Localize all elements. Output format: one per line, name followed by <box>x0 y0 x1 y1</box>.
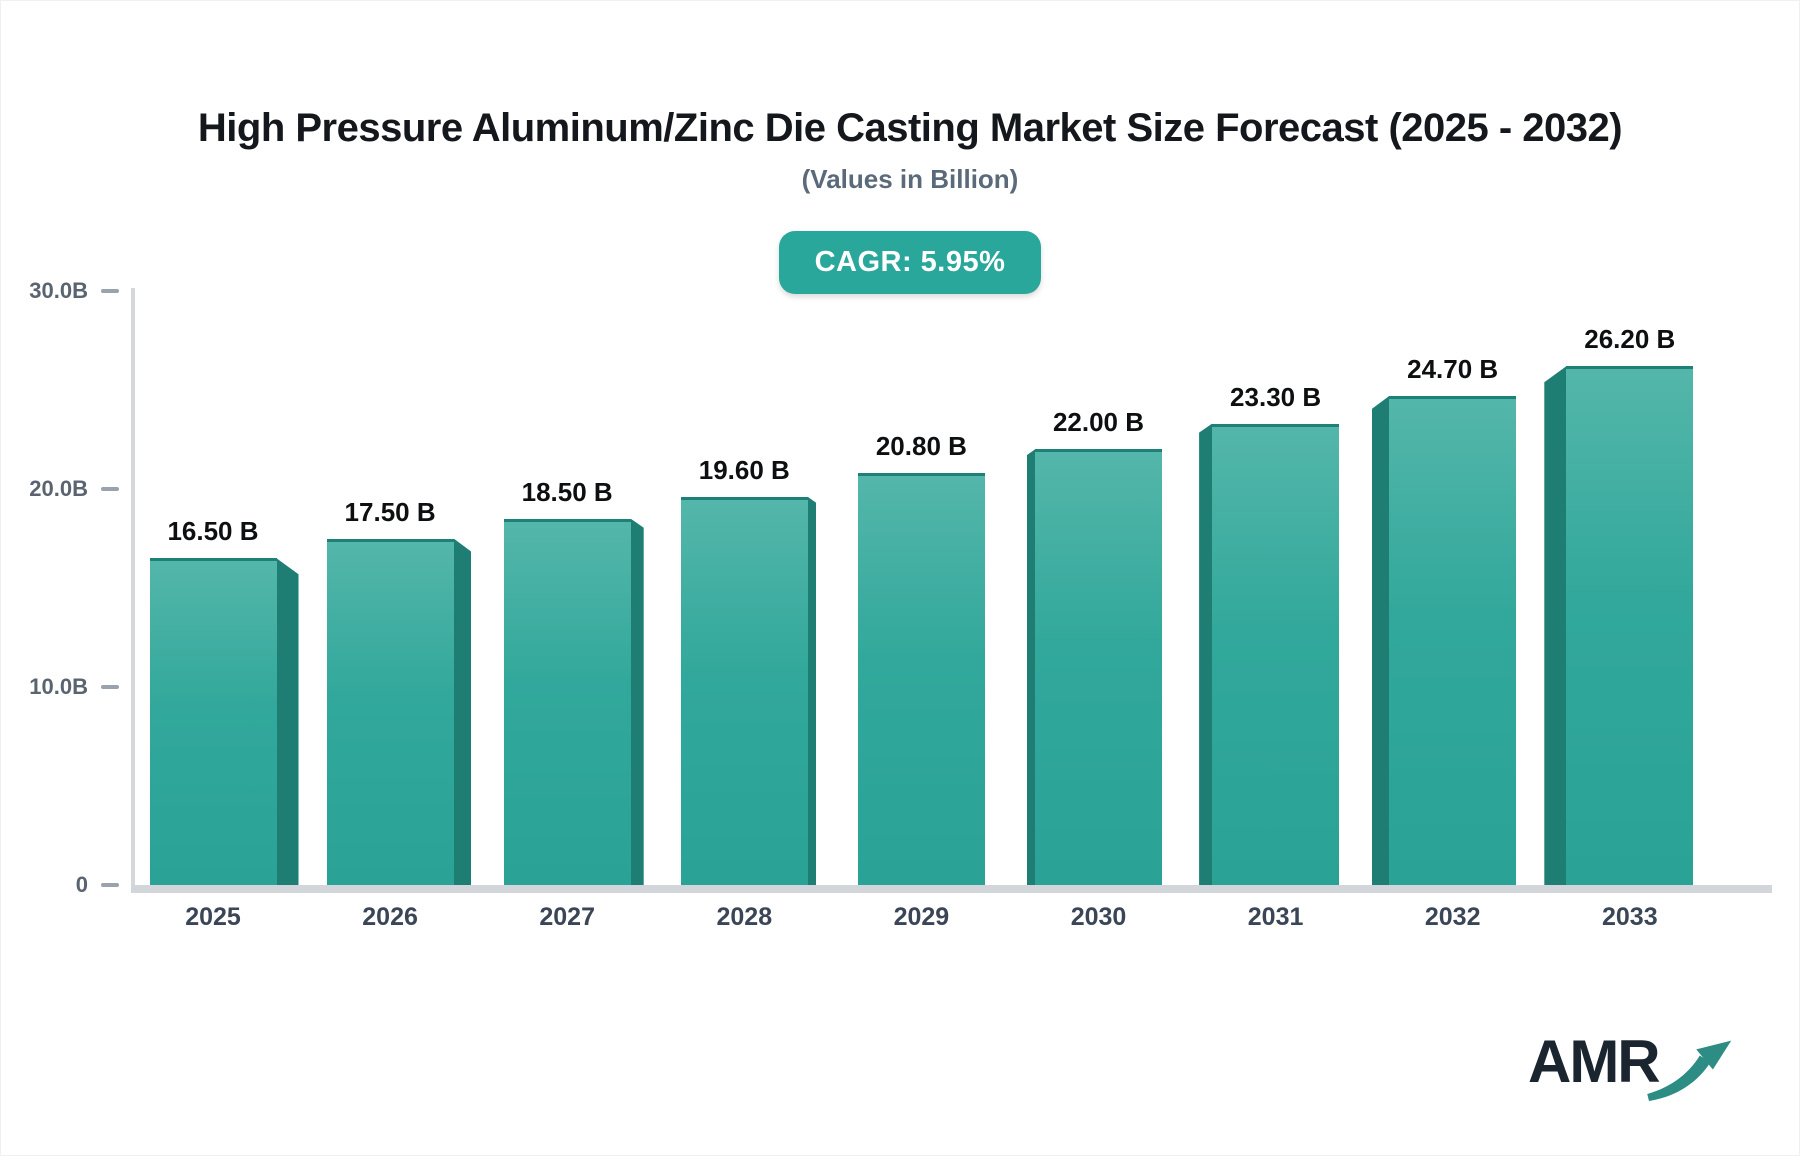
bar-2031 <box>1212 423 1340 885</box>
bar-value-label: 16.50 B <box>167 516 259 547</box>
bar-2032 <box>1389 395 1517 885</box>
y-axis-tick <box>101 289 119 293</box>
x-axis-label-2029: 2029 <box>893 903 950 931</box>
bar-value-label: 18.50 B <box>521 476 613 507</box>
bar-2027 <box>503 518 631 885</box>
bar-side-face <box>1371 395 1390 885</box>
y-axis-line <box>131 288 135 885</box>
page-title: High Pressure Aluminum/Zinc Die Casting … <box>197 106 1623 150</box>
y-axis-tick <box>101 487 119 491</box>
bar-2025 <box>149 558 277 885</box>
amr-logo-text: AMR <box>1528 1028 1661 1095</box>
y-axis-tick-label: 0 <box>75 872 88 897</box>
bar-value-label: 23.30 B <box>1230 381 1322 412</box>
bar-value-label: 26.20 B <box>1584 324 1676 355</box>
x-axis-label-2033: 2033 <box>1601 903 1658 931</box>
bar-side-face <box>276 558 299 885</box>
bar-side-face <box>807 496 817 885</box>
bar-side-face <box>1026 449 1035 885</box>
y-axis-tick <box>101 685 119 689</box>
x-axis-label-2031: 2031 <box>1247 903 1304 931</box>
bar-2029 <box>857 473 985 885</box>
chart-subtitle: (Values in Billion) <box>801 164 1019 194</box>
bar-side-face <box>1199 423 1213 885</box>
y-axis-tick-label: 30.0B <box>29 278 88 303</box>
bar-value-label: 20.80 B <box>875 431 967 462</box>
bar-value-label: 17.50 B <box>344 496 436 527</box>
x-axis-line <box>131 885 1772 893</box>
x-axis-label-2025: 2025 <box>185 903 241 931</box>
bar-2030 <box>1035 449 1162 885</box>
chart-header: High Pressure Aluminum/Zinc Die Casting … <box>20 104 1800 294</box>
y-axis-tick <box>101 883 119 887</box>
x-axis-label-2026: 2026 <box>362 903 418 931</box>
y-axis-tick-label: 10.0B <box>29 674 88 699</box>
growth-arrow-icon <box>1646 1040 1731 1101</box>
bar-side-face <box>630 518 644 885</box>
bar-side-face <box>453 538 472 885</box>
bar-2026 <box>326 538 454 885</box>
x-axis-label-2030: 2030 <box>1070 903 1127 931</box>
y-axis-tick-label: 20.0B <box>29 476 88 501</box>
amr-logo: AMR <box>1528 1032 1735 1108</box>
bar-value-label: 22.00 B <box>1052 407 1145 438</box>
x-axis-label-2032: 2032 <box>1424 903 1481 931</box>
bar-value-label: 19.60 B <box>698 454 790 485</box>
x-axis-label-2027: 2027 <box>539 903 595 931</box>
bar-value-label: 24.70 B <box>1407 353 1499 384</box>
x-axis-label-2028: 2028 <box>716 903 773 931</box>
bar-2033 <box>1566 366 1694 885</box>
bar-2028 <box>680 496 808 885</box>
bar-side-face <box>1544 366 1567 885</box>
cagr-badge: CAGR: 5.95% <box>778 231 1042 294</box>
